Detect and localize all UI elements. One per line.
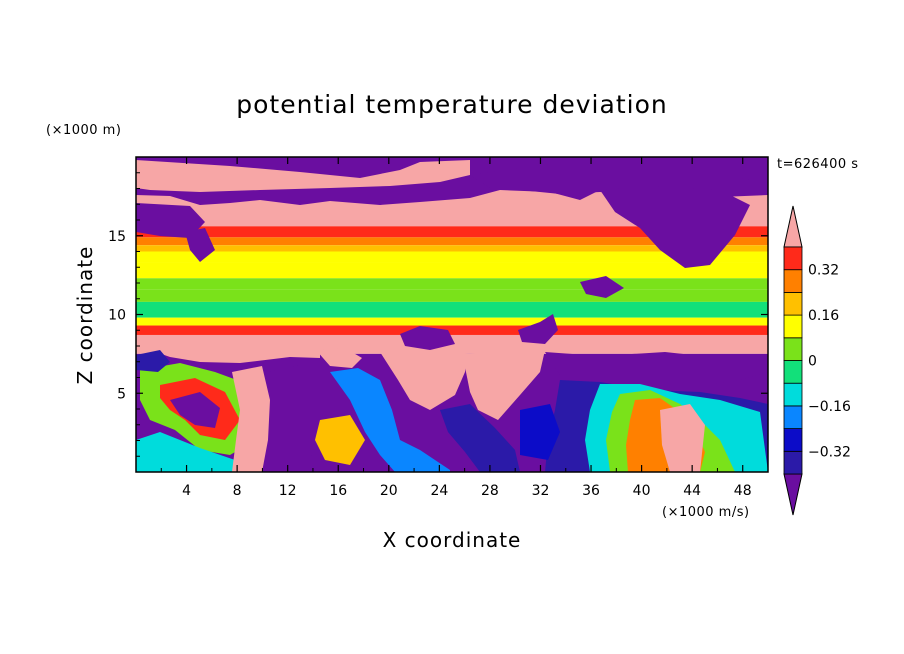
turbulent-structure <box>600 186 750 268</box>
x-tick-label: 8 <box>233 483 242 499</box>
turbulent-structure <box>185 228 215 262</box>
temperature-band <box>136 262 768 279</box>
x-tick-label: 36 <box>582 483 600 499</box>
y-tick-label: 10 <box>108 308 126 324</box>
colorbar-lower-extension <box>783 473 803 516</box>
turbulent-structure <box>660 404 705 472</box>
temperature-band <box>136 251 768 263</box>
x-tick-label: 40 <box>633 483 651 499</box>
turbulent-structure <box>580 276 624 298</box>
turbulent-structure <box>136 160 470 192</box>
turbulent-structure <box>440 404 520 472</box>
chart-title: potential temperature deviation <box>236 90 667 119</box>
turbulent-structure <box>136 203 205 238</box>
turbulent-structure <box>518 314 558 344</box>
x-unit-label: (×1000 m/s) <box>662 505 750 520</box>
colorbar-box <box>783 405 803 429</box>
x-tick-label: 28 <box>481 483 499 499</box>
contour-features <box>136 157 768 472</box>
colorbar-box <box>783 269 803 293</box>
turbulent-structure <box>150 336 320 363</box>
turbulent-structure <box>380 350 470 410</box>
turbulent-structure <box>520 404 560 460</box>
turbulent-structure <box>170 392 220 428</box>
y-tick-label: 5 <box>117 386 126 402</box>
x-tick-label: 20 <box>380 483 398 499</box>
y-tick-label: 15 <box>108 229 126 245</box>
colorbar-box <box>783 291 803 316</box>
turbulent-structure <box>136 350 170 372</box>
colorbar-box <box>783 382 803 407</box>
colorbar-box <box>783 246 803 271</box>
turbulent-structure <box>330 368 450 472</box>
turbulent-structure <box>400 326 455 350</box>
colorbar-box <box>783 428 803 452</box>
y-unit-label: (×1000 m) <box>46 123 121 138</box>
x-tick-label: 44 <box>683 483 701 499</box>
time-label: t=626400 s <box>777 157 859 172</box>
turbulent-structure <box>316 348 362 368</box>
colorbar-label: −0.32 <box>808 444 851 460</box>
colorbar-label: 0 <box>808 354 817 370</box>
temperature-band <box>136 245 768 252</box>
turbulent-structure <box>545 352 768 386</box>
y-axis: 5 10 15 <box>108 172 768 457</box>
x-tick-label: 32 <box>532 483 550 499</box>
temperature-band <box>136 301 768 318</box>
turbulent-structure <box>465 350 545 420</box>
temperature-band <box>136 325 768 335</box>
colorbar-box <box>783 337 803 361</box>
turbulent-structure <box>232 366 270 472</box>
x-axis: 4 8 12 16 20 24 28 32 36 40 44 48 <box>160 157 752 499</box>
temperature-band <box>136 237 768 246</box>
temperature-band <box>136 317 768 326</box>
turbulent-structure <box>315 415 365 465</box>
temperature-band <box>136 226 768 238</box>
x-axis-title: X coordinate <box>383 528 522 552</box>
colorbar-box <box>783 360 803 384</box>
x-tick-label: 48 <box>734 483 752 499</box>
colorbar-label: 0.16 <box>808 308 839 324</box>
colorbar-upper-extension <box>783 205 803 248</box>
colorbar-box <box>783 450 803 475</box>
colorbar-box <box>783 314 803 339</box>
x-tick-label: 16 <box>329 483 347 499</box>
x-tick-label: 12 <box>279 483 297 499</box>
colorbar: 0.32 0.16 0 −0.16 −0.32 <box>783 205 851 516</box>
temperature-band <box>136 289 768 302</box>
turbulent-structure <box>136 432 245 472</box>
plot-area <box>136 157 768 472</box>
y-axis-title: Z coordinate <box>73 246 97 385</box>
colorbar-label: −0.16 <box>808 399 851 415</box>
temperature-band <box>136 278 768 290</box>
colorbar-label: 0.32 <box>808 263 839 279</box>
x-tick-label: 24 <box>430 483 448 499</box>
x-tick-label: 4 <box>182 483 191 499</box>
